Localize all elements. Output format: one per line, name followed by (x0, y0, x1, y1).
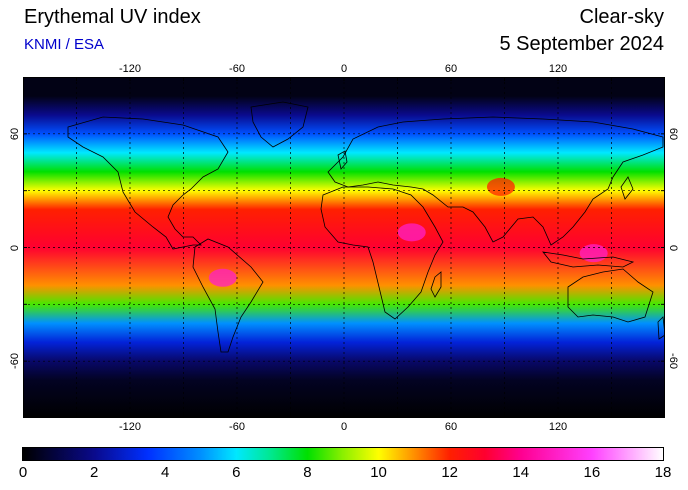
colorbar (22, 447, 664, 461)
credit-label: KNMI / ESA (24, 36, 105, 53)
sky-condition-label: Clear-sky (579, 6, 664, 28)
colorbar-tick-label: 16 (583, 464, 601, 481)
colorbar-tick-label: 6 (232, 464, 241, 481)
lat-tick-label-right: 60 (667, 127, 679, 140)
colorbar-tick-label: 12 (441, 464, 458, 481)
colorbar-tick-label: 2 (89, 464, 99, 481)
lon-tick-label-bottom: 120 (548, 421, 568, 433)
map-frame (23, 77, 665, 418)
coastline-north-america (67, 116, 229, 250)
lon-tick-label-top: 60 (444, 63, 458, 75)
coastline-japan (620, 176, 634, 200)
coastline-new-zealand (657, 316, 665, 340)
colorbar-tick-label: 8 (303, 464, 312, 481)
lon-tick-label-bottom: 0 (340, 421, 348, 433)
hotspot-maritime-continent (579, 244, 608, 263)
coastline-australia (567, 268, 654, 323)
colorbar-tick-label: 18 (654, 464, 672, 481)
colorbar-tick-label: 4 (161, 464, 170, 481)
colorbar-tick-label: 10 (370, 464, 387, 481)
coastline-uk (337, 150, 348, 170)
lon-tick-label-bottom: 60 (444, 421, 458, 433)
hotspot-andes (208, 268, 237, 287)
date-label: 5 September 2024 (499, 33, 664, 55)
colorbar-tick-label: 14 (512, 464, 530, 481)
graticule (23, 77, 665, 418)
lat-tick-label-left: 60 (9, 127, 21, 140)
map-title: Erythemal UV index (24, 6, 201, 28)
uv-map (23, 77, 665, 418)
lon-tick-label-top: -60 (229, 63, 245, 75)
lat-tick-label-left: -60 (9, 353, 21, 370)
coastline-africa (320, 186, 444, 320)
uv-hotspots (208, 177, 608, 287)
hotspot-east-africa (397, 223, 426, 242)
lat-tick-label-right: 0 (667, 244, 679, 251)
lat-tick-label-right: -60 (667, 353, 679, 370)
lon-tick-label-bottom: -60 (229, 421, 245, 433)
lat-tick-label-left: 0 (9, 244, 21, 251)
lon-tick-label-bottom: -120 (118, 421, 142, 433)
colorbar-tick-label: 0 (18, 464, 28, 481)
coastline-greenland (250, 101, 309, 148)
coastline-maritime-continent (542, 251, 635, 268)
coastlines (67, 101, 665, 353)
lon-tick-label-top: -120 (118, 63, 142, 75)
lon-tick-label-top: 0 (340, 63, 348, 75)
coastline-europe-asia (327, 116, 664, 246)
coastline-madagascar (430, 271, 442, 298)
coastline-south-america (192, 238, 264, 353)
uv-map-canvas (23, 77, 665, 418)
hotspot-tibet (486, 177, 515, 196)
lon-tick-label-top: 120 (548, 63, 568, 75)
